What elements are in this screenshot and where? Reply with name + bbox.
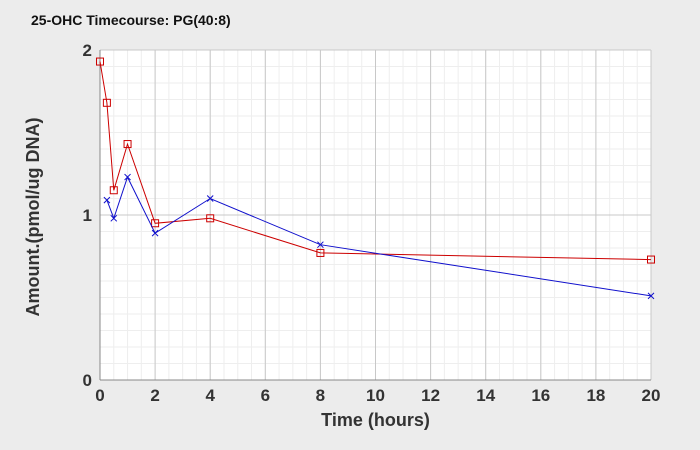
- x-tick-label: 20: [642, 386, 661, 405]
- x-tick-label: 6: [261, 386, 270, 405]
- x-tick-labels: 0 2 4 6 8 10 12 14 16 18 20: [95, 386, 660, 405]
- y-tick-label: 2: [83, 41, 92, 60]
- data-point-square: [647, 255, 655, 264]
- x-tick-label: 2: [150, 386, 159, 405]
- data-point-x: [124, 173, 131, 181]
- data-point-x-stroke: [647, 292, 655, 300]
- data-point-square: [109, 186, 118, 195]
- data-point-x: [317, 241, 324, 249]
- series-line: [99, 61, 652, 261]
- x-tick-label: 14: [476, 386, 495, 405]
- y-tick-labels: 0 1 2: [83, 41, 92, 390]
- data-point-x-stroke: [151, 229, 159, 237]
- x-tick-label: 4: [205, 386, 215, 405]
- data-point-x-stroke: [110, 214, 118, 222]
- data-point-x-stroke: [103, 196, 111, 204]
- data-point-square: [96, 57, 104, 66]
- data-point-x-stroke: [317, 241, 324, 249]
- series-group: [96, 57, 655, 300]
- y-axis-label: Amount.(pmol/ug DNA): [23, 118, 43, 317]
- data-point-square: [151, 219, 160, 228]
- series-2: [103, 173, 655, 300]
- data-point-square: [206, 214, 215, 223]
- x-tick-label: 16: [531, 386, 550, 405]
- y-tick-label: 0: [83, 371, 92, 390]
- series-1: [96, 57, 655, 264]
- data-point-x: [103, 196, 111, 204]
- axes: [99, 50, 651, 381]
- x-tick-label: 12: [421, 386, 440, 405]
- chart-title: 25-OHC Timecourse: PG(40:8): [31, 12, 231, 28]
- data-point-x-stroke: [124, 173, 131, 181]
- data-point-x: [206, 195, 214, 202]
- x-tick-label: 0: [95, 386, 104, 405]
- y-tick-label: 1: [83, 206, 92, 225]
- data-point-square: [316, 248, 325, 257]
- data-point-x: [647, 292, 655, 300]
- x-tick-label: 8: [316, 386, 325, 405]
- data-point-square: [123, 140, 132, 149]
- x-axis-label: Time (hours): [321, 410, 430, 430]
- x-tick-label: 10: [366, 386, 385, 405]
- data-point-x: [151, 229, 159, 237]
- x-tick-label: 18: [586, 386, 605, 405]
- data-point-square: [102, 98, 111, 107]
- data-point-x: [110, 214, 118, 222]
- data-point-x-stroke: [206, 195, 214, 202]
